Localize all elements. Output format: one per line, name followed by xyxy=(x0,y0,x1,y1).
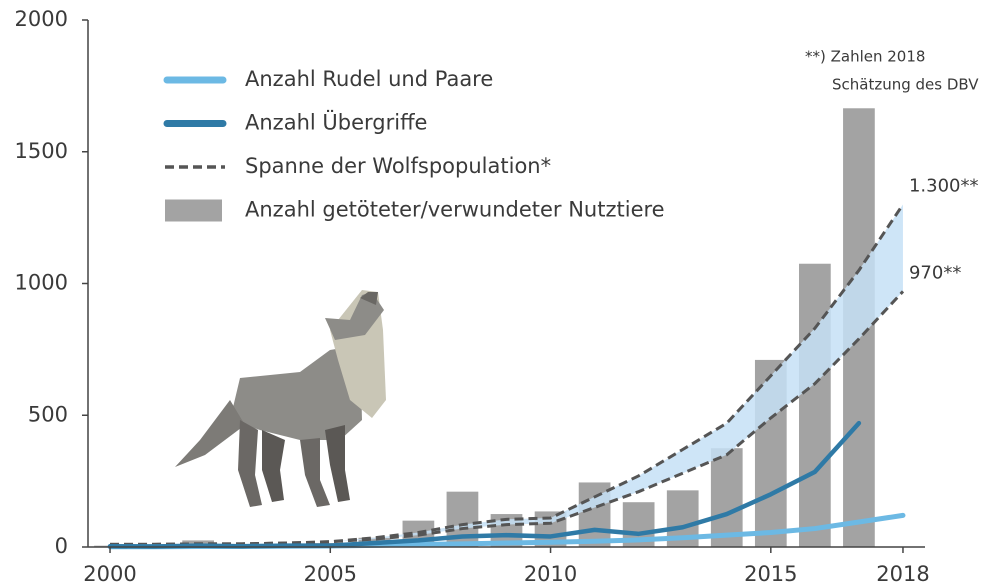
legend-label: Anzahl Rudel und Paare xyxy=(245,67,493,91)
end-label: 970** xyxy=(909,262,961,283)
y-tick-label: 1500 xyxy=(15,139,68,163)
x-tick-label: 2000 xyxy=(83,562,136,586)
x-tick-label: 2015 xyxy=(744,562,797,586)
y-tick-label: 1000 xyxy=(15,271,68,295)
bar xyxy=(799,264,831,547)
y-tick-label: 500 xyxy=(28,402,68,426)
note: Schätzung des DBV xyxy=(832,76,979,94)
wolf-illustration xyxy=(175,290,386,507)
end-label: 1.300** xyxy=(909,175,979,196)
x-tick-label: 2010 xyxy=(524,562,577,586)
legend-swatch xyxy=(165,200,222,222)
chart: **) Zahlen 2018 Schätzung des DBV 0 500 10… xyxy=(0,0,1000,586)
y-tick-label: 0 xyxy=(55,534,68,558)
note: **) Zahlen 2018 xyxy=(805,48,925,66)
x-tick-label: 2018 xyxy=(876,562,929,586)
legend-label: Anzahl Übergriffe xyxy=(245,110,427,135)
legend-label: Spanne der Wolfspopulation* xyxy=(245,154,551,178)
y-tick-label: 2000 xyxy=(15,7,68,31)
legend-label: Anzahl getöteter/verwundeter Nutztiere xyxy=(245,198,665,222)
x-tick-label: 2005 xyxy=(304,562,357,586)
